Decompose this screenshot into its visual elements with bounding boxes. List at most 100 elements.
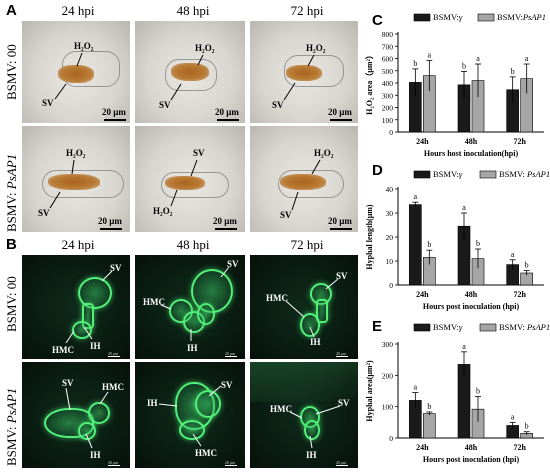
significance-letter: a bbox=[511, 250, 515, 259]
legend-label: BSMV:PsAP1 bbox=[497, 12, 546, 22]
significance-letter: a bbox=[511, 412, 515, 421]
col-title-b-72: 72 hpi bbox=[290, 237, 324, 252]
y-tick-label: 400 bbox=[382, 79, 394, 88]
x-tick-label: 48h bbox=[465, 137, 478, 146]
significance-letter: b bbox=[525, 422, 529, 431]
bar bbox=[409, 204, 422, 286]
legend-swatch bbox=[479, 170, 497, 179]
significance-letter: a bbox=[462, 203, 466, 212]
panel-label-a: A bbox=[6, 2, 17, 19]
legend-swatch bbox=[413, 170, 431, 179]
y-tick-label: 300 bbox=[382, 340, 394, 349]
legend-swatch bbox=[477, 13, 495, 22]
y-tick-label: 300 bbox=[382, 91, 394, 100]
fluor-scalebar-label: 20 μm bbox=[225, 351, 236, 356]
scalebar-label: 20 μm bbox=[213, 216, 237, 226]
fluor-scalebar-label: 20 μm bbox=[225, 460, 236, 465]
label-hmc: HMC bbox=[52, 345, 74, 355]
legend-label: BSMV:γ bbox=[433, 322, 463, 332]
y-tick-label: 30 bbox=[386, 209, 394, 218]
fluorescence-b-psap1-72: SV HMC IH 20 μm bbox=[250, 362, 358, 468]
fluor-scalebar-label: 20 μm bbox=[336, 460, 347, 465]
label-sv: SV bbox=[42, 98, 54, 108]
fluorescence-b-control-48: SV HMC IH 20 μm bbox=[135, 255, 245, 359]
col-title-a-24: 24 hpi bbox=[61, 3, 95, 18]
legend-label: BSMV: PsAP1 bbox=[499, 322, 550, 332]
significance-letter: b bbox=[427, 402, 431, 411]
label-sv: SV bbox=[193, 148, 205, 158]
label-hmc: HMC bbox=[270, 404, 292, 414]
label-sv: SV bbox=[227, 259, 239, 269]
label-sv: SV bbox=[62, 378, 74, 388]
micrograph-a-control-72: H₂O₂ SV 20 μm bbox=[250, 21, 358, 123]
scalebar-label: 20 μm bbox=[328, 107, 352, 117]
label-hmc: HMC bbox=[195, 448, 217, 458]
x-tick-label: 72h bbox=[513, 443, 526, 452]
label-sv: SV bbox=[280, 210, 292, 220]
y-tick-label: 500 bbox=[382, 67, 394, 76]
panel-label-d: D bbox=[372, 162, 383, 179]
significance-letter: b bbox=[476, 387, 480, 396]
micrograph-a-control-48: H₂O₂ SV 20 μm bbox=[135, 21, 245, 123]
micrograph-a-psap1-72: H₂O₂ SV 20 μm bbox=[250, 126, 358, 232]
legend-label: BSMV: PsAP1 bbox=[499, 169, 550, 179]
legend-swatch bbox=[479, 323, 497, 332]
scalebar-label: 20 μm bbox=[215, 107, 239, 117]
x-tick-label: 72h bbox=[513, 290, 526, 299]
significance-letter: b bbox=[511, 67, 515, 76]
label-h2o2: H₂O₂ bbox=[153, 206, 173, 216]
x-tick-label: 24h bbox=[416, 137, 429, 146]
significance-letter: b bbox=[413, 59, 417, 68]
chart-c-h2o2-area: BSMV:γ BSMV:PsAP1 0 100 200 300 400 500 600 700 80… bbox=[364, 12, 546, 158]
row-label-a-psap1: BSMV: PsAP1 bbox=[4, 153, 19, 232]
fluor-scalebar-label: 20 μm bbox=[336, 351, 347, 356]
x-tick-label: 24h bbox=[416, 443, 429, 452]
label-h2o2: H₂O₂ bbox=[74, 41, 94, 51]
significance-letter: b bbox=[462, 61, 466, 70]
scalebar-label: 20 μm bbox=[98, 216, 122, 226]
panel-label-e: E bbox=[372, 318, 383, 335]
significance-letter: a bbox=[462, 342, 466, 351]
x-axis-label: Hours host inoculation(hpi) bbox=[424, 149, 519, 158]
label-ih: IH bbox=[147, 398, 158, 408]
label-sv: SV bbox=[221, 380, 233, 390]
bar bbox=[423, 413, 436, 439]
significance-letter: a bbox=[525, 54, 529, 63]
y-tick-label: 100 bbox=[382, 116, 394, 125]
micrograph-a-psap1-24: H₂O₂ SV 20 μm bbox=[22, 126, 130, 232]
col-title-a-72: 72 hpi bbox=[290, 3, 324, 18]
significance-letter: a bbox=[414, 383, 418, 392]
label-sv: SV bbox=[38, 208, 50, 218]
y-tick-label: 600 bbox=[382, 55, 394, 64]
label-ih: IH bbox=[90, 341, 101, 351]
y-tick-label: 200 bbox=[382, 104, 394, 113]
col-title-b-24: 24 hpi bbox=[61, 237, 95, 252]
fluorescence-b-psap1-24: SV HMC IH 20 μm bbox=[22, 362, 130, 468]
fluor-scalebar-label: 20 μm bbox=[108, 351, 119, 356]
y-tick-label: 700 bbox=[382, 42, 394, 51]
y-tick-label: 0 bbox=[389, 281, 393, 290]
x-tick-label: 48h bbox=[465, 443, 478, 452]
y-tick-label: 200 bbox=[382, 371, 394, 380]
label-ih: IH bbox=[306, 450, 317, 460]
x-axis-label: Hours post inoculation (hpi) bbox=[423, 302, 520, 311]
label-ih: IH bbox=[90, 450, 101, 460]
y-axis-label: H₂O₂ area（μm²） bbox=[364, 51, 374, 115]
label-hmc: HMC bbox=[266, 293, 288, 303]
significance-letter: b bbox=[476, 239, 480, 248]
x-axis-label: Hours post inoculation (hpi) bbox=[423, 455, 520, 464]
label-h2o2: H₂O₂ bbox=[195, 43, 215, 53]
panel-label-b: B bbox=[6, 236, 17, 253]
y-tick-label: 10 bbox=[386, 257, 394, 266]
label-ih: IH bbox=[187, 343, 198, 353]
col-title-b-48: 48 hpi bbox=[176, 237, 210, 252]
label-sv: SV bbox=[336, 271, 348, 281]
y-tick-label: 800 bbox=[382, 30, 394, 39]
label-ih: IH bbox=[310, 337, 321, 347]
label-h2o2: H₂O₂ bbox=[306, 43, 326, 53]
col-title-a-48: 48 hpi bbox=[176, 3, 210, 18]
micrograph-a-control-24: H₂O₂ SV 20 μm bbox=[22, 21, 130, 123]
x-tick-label: 48h bbox=[465, 290, 478, 299]
y-tick-label: 100 bbox=[382, 403, 394, 412]
fluorescence-b-control-72: SV HMC IH 20 μm bbox=[250, 255, 358, 359]
